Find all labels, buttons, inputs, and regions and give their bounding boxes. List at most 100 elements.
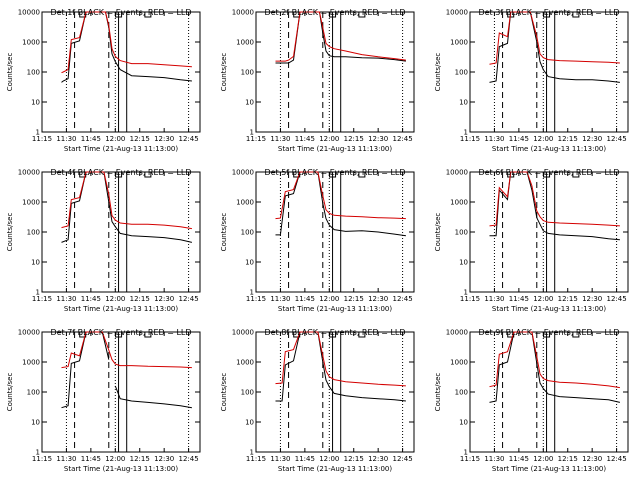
y-axis-title: Counts/sec [434, 373, 442, 412]
y-tick-label: 1000 [450, 199, 468, 207]
top-marker [572, 332, 580, 338]
x-tick-label: 12:00 [319, 455, 339, 463]
y-tick-label: 1 [36, 129, 40, 137]
x-tick-label: 11:45 [509, 135, 529, 143]
x-tick-label: 11:15 [246, 135, 266, 143]
lld-line [489, 11, 620, 65]
x-tick-label: 12:45 [179, 455, 199, 463]
top-marker [358, 12, 366, 18]
x-tick-label: 11:30 [270, 135, 290, 143]
y-axis-title: Counts/sec [6, 213, 14, 252]
top-marker [115, 12, 123, 18]
plot-frame [255, 171, 415, 293]
x-tick-label: 11:15 [460, 135, 480, 143]
y-tick-label: 10000 [232, 9, 254, 17]
y-axis-title: Counts/sec [220, 213, 228, 252]
x-tick-label: 11:15 [32, 295, 52, 303]
x-tick-label: 11:30 [56, 135, 76, 143]
x-axis-title: Start Time (21-Aug-13 11:13:00) [492, 465, 606, 473]
x-tick-label: 11:30 [270, 455, 290, 463]
x-tick-label: 12:15 [344, 295, 364, 303]
x-axis-title: Start Time (21-Aug-13 11:13:00) [492, 145, 606, 153]
panel-8: 1 10 100 1000 10000 11:15 11:30 11:45 12:00 12:15… [220, 328, 415, 473]
top-marker [358, 332, 366, 338]
y-tick-label: 1000 [22, 359, 40, 367]
panel-9: 1 10 100 1000 10000 11:15 11:30 11:45 12:00 12:15… [434, 328, 629, 473]
y-tick-label: 10 [459, 419, 468, 427]
top-marker [329, 172, 337, 178]
x-tick-label: 12:30 [582, 135, 602, 143]
x-tick-label: 12:15 [558, 455, 578, 463]
top-marker [329, 12, 337, 18]
lld-line [489, 331, 620, 389]
top-marker [572, 172, 580, 178]
x-tick-label: 11:30 [56, 455, 76, 463]
plot-frame [469, 331, 629, 453]
y-tick-label: 100 [455, 69, 468, 77]
y-tick-label: 10 [245, 99, 254, 107]
panel-5: 1 10 100 1000 10000 11:15 11:30 11:45 12:00 12:15… [220, 168, 415, 313]
x-tick-label: 12:00 [533, 135, 553, 143]
plot-frame [469, 171, 629, 293]
panel-1: 1 10 100 1000 10000 11:15 11:30 11:45 12:00 12:15… [6, 8, 201, 153]
top-marker [358, 172, 366, 178]
panel-4: 1 10 100 1000 10000 11:15 11:30 11:45 12:00 12:15… [6, 168, 201, 313]
y-tick-label: 1000 [22, 39, 40, 47]
y-tick-label: 1 [250, 289, 254, 297]
panel-3: 1 10 100 1000 10000 11:15 11:30 11:45 12:00 12:15… [434, 8, 629, 153]
plot-frame [469, 11, 629, 133]
x-tick-label: 11:30 [270, 295, 290, 303]
panel-title: Det 8f BLACK = Events, RED = LLD [264, 328, 405, 337]
x-tick-label: 12:15 [130, 295, 150, 303]
lld-line [275, 331, 406, 387]
events-line [489, 171, 620, 241]
x-tick-label: 11:45 [295, 295, 315, 303]
lld-line [275, 171, 406, 220]
events-line [61, 171, 193, 243]
y-tick-label: 100 [27, 69, 40, 77]
top-marker [507, 12, 515, 18]
x-tick-label: 12:00 [105, 455, 125, 463]
x-axis-title: Start Time (21-Aug-13 11:13:00) [492, 305, 606, 313]
events-line [489, 11, 620, 83]
x-tick-label: 12:00 [319, 295, 339, 303]
events-line [275, 11, 406, 64]
y-tick-label: 10 [245, 259, 254, 267]
x-axis-title: Start Time (21-Aug-13 11:13:00) [64, 465, 178, 473]
x-tick-label: 12:30 [368, 295, 388, 303]
x-tick-label: 11:45 [81, 295, 101, 303]
x-tick-label: 12:45 [607, 455, 627, 463]
top-marker [543, 172, 551, 178]
top-marker [115, 332, 123, 338]
x-tick-label: 12:45 [393, 135, 413, 143]
lld-line [489, 171, 620, 227]
y-tick-label: 1 [464, 449, 468, 457]
panel-title: Det 9f BLACK = Events, RED = LLD [478, 328, 619, 337]
x-tick-label: 12:00 [319, 135, 339, 143]
y-tick-label: 10000 [18, 169, 40, 177]
y-tick-label: 100 [241, 389, 254, 397]
y-tick-label: 1 [250, 449, 254, 457]
top-marker [115, 172, 123, 178]
y-tick-label: 100 [27, 229, 40, 237]
y-tick-label: 10 [459, 259, 468, 267]
x-tick-label: 11:15 [460, 455, 480, 463]
events-line [275, 331, 406, 402]
x-axis-title: Start Time (21-Aug-13 11:13:00) [278, 465, 392, 473]
x-tick-label: 11:30 [484, 455, 504, 463]
x-tick-label: 11:15 [246, 295, 266, 303]
panel-title: Det 7f BLACK = Events, RED = LLD [50, 328, 191, 337]
y-tick-label: 1000 [236, 39, 254, 47]
top-marker [507, 172, 515, 178]
y-tick-label: 10 [459, 99, 468, 107]
x-tick-label: 11:15 [460, 295, 480, 303]
lld-line [61, 171, 192, 230]
y-tick-label: 100 [241, 229, 254, 237]
x-tick-label: 12:00 [533, 455, 553, 463]
top-marker [572, 12, 580, 18]
y-tick-label: 100 [27, 389, 40, 397]
plot-frame [255, 331, 415, 453]
y-tick-label: 100 [241, 69, 254, 77]
y-tick-label: 10000 [18, 9, 40, 17]
